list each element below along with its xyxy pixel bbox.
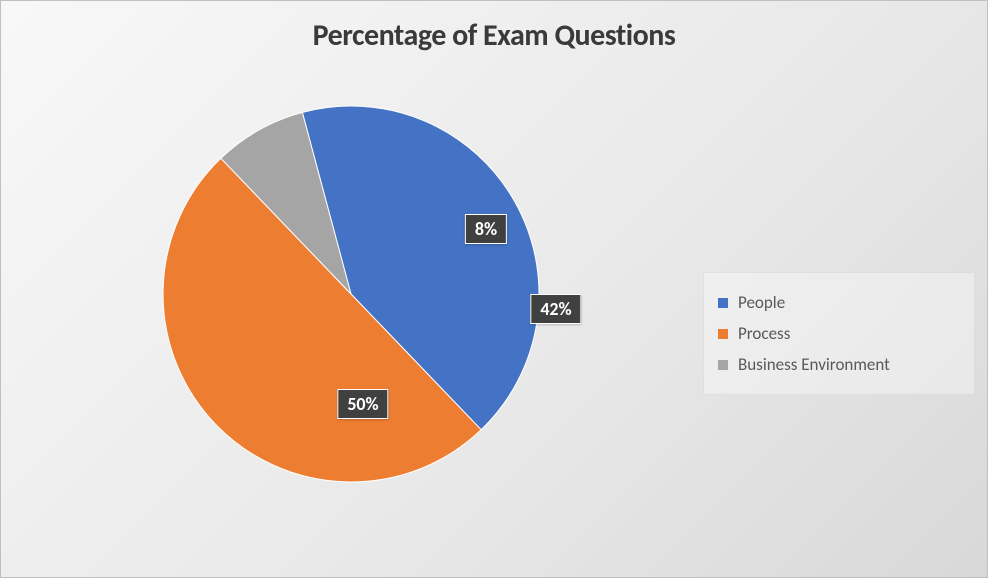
chart-body: 42% 50% 8% People Process Business Envir… [1, 54, 987, 554]
chart-title: Percentage of Exam Questions [1, 17, 987, 54]
legend: People Process Business Environment [703, 272, 975, 395]
legend-item-business-environment: Business Environment [718, 349, 956, 380]
legend-label-process: Process [738, 323, 790, 344]
pie-svg [161, 104, 541, 484]
legend-swatch-business-environment [718, 360, 728, 370]
pie-chart: 42% 50% 8% [161, 104, 541, 489]
slice-label-people: 42% [530, 294, 581, 324]
slice-label-process: 50% [337, 389, 388, 419]
slice-label-business-environment: 8% [465, 214, 507, 244]
legend-label-business-environment: Business Environment [738, 354, 890, 375]
chart-container: Percentage of Exam Questions 42% 50% 8% … [0, 0, 988, 578]
legend-swatch-process [718, 329, 728, 339]
legend-swatch-people [718, 298, 728, 308]
legend-label-people: People [738, 292, 785, 313]
legend-item-process: Process [718, 318, 956, 349]
legend-item-people: People [718, 287, 956, 318]
